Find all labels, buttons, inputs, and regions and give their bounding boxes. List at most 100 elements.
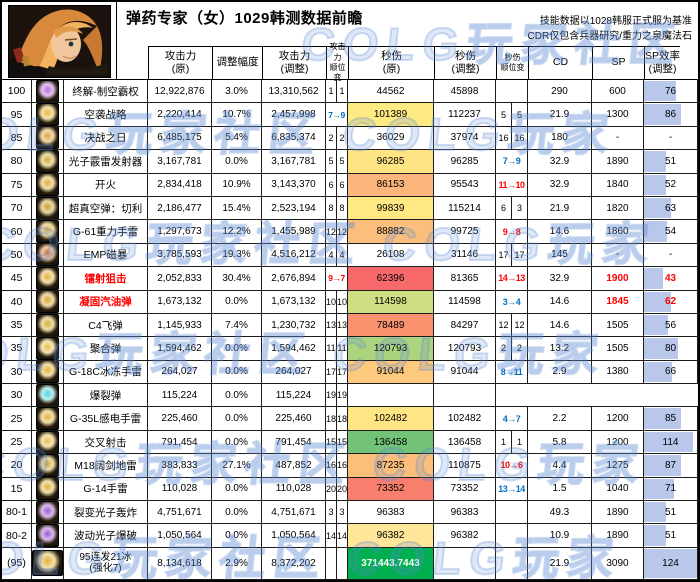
cell-cooldown: 49.3 (528, 501, 592, 525)
cell-rank-blank (496, 80, 528, 104)
cell-cooldown: 32.9 (528, 150, 592, 174)
cell-sp-efficiency: 85 (644, 407, 698, 431)
cell-dps-adjusted: 114598 (434, 290, 496, 314)
skill-icon (36, 126, 59, 150)
cell-rank-after: 16 (512, 126, 528, 151)
cell-cooldown: 21.9 (528, 103, 592, 127)
cell-rank-before: 11 (326, 337, 337, 361)
cell-sp-efficiency: 52 (644, 173, 698, 197)
cell-attack-original: 12,922,876 (148, 80, 212, 104)
skill-icon (36, 407, 59, 430)
cell-dps-original: 78489 (348, 313, 434, 338)
cell-skill-name: 聚合弹 (64, 337, 148, 361)
cell-skill-level: 60 (2, 220, 32, 244)
cell-cooldown: 2.2 (528, 407, 592, 431)
cell-attack-original: 3,785,593 (148, 243, 212, 268)
cell-rank-after: 19 (337, 384, 348, 408)
cell-skill-icon (32, 313, 64, 338)
sp-efficiency-databar (644, 151, 666, 172)
cell-dps-original: 88882 (348, 220, 434, 244)
table-row: 25 交叉射击 791,454 0.0% 791,454 15 15 136458 136458… (2, 430, 698, 455)
cell-dps-adjusted: 73352 (434, 477, 496, 502)
cell-dps-original: 371443.7443 (348, 547, 434, 580)
cell-sp-efficiency: 80 (644, 337, 698, 361)
cell-dps-original: 96285 (348, 150, 434, 174)
cell-sp-cost: 1890 (592, 150, 644, 174)
cell-rank-after: 12 (337, 220, 348, 244)
cell-skill-level: 80-1 (2, 501, 32, 525)
sp-efficiency-value: 114 (662, 436, 679, 448)
sp-efficiency-databar (644, 502, 666, 523)
cell-sp-efficiency: - (644, 243, 698, 268)
sp-efficiency-databar (644, 81, 677, 102)
cell-rank-after: 2 (512, 337, 528, 361)
cell-skill-name: EMP磁暴 (64, 243, 148, 268)
cell-rank-before: 4 (326, 243, 337, 268)
cell-skill-level: 30 (2, 384, 32, 408)
skill-icon (36, 103, 59, 126)
cell-rank-blank (496, 524, 528, 548)
cell-sp-cost: 1505 (592, 337, 644, 361)
cell-rank-after: 10 (337, 290, 348, 314)
cell-skill-name: M18阔剑地雷 (64, 454, 148, 478)
cell-skill-icon (32, 80, 64, 104)
cell-skill-icon (32, 150, 64, 174)
cell-rank-after: 3 (337, 501, 348, 525)
cell-skill-level: 50 (2, 243, 32, 268)
cell-skill-name: G-35L感电手雷 (64, 407, 148, 431)
cell-attack-adjusted: 791,454 (262, 430, 326, 455)
cell-attack-original: 2,186,477 (148, 196, 212, 221)
cell-attack-original: 2,052,833 (148, 267, 212, 291)
skill-icon (36, 196, 59, 220)
cell-attack-adjusted: 487,852 (262, 454, 326, 478)
cell-dps-adjusted: 37974 (434, 126, 496, 151)
cell-dps-adjusted: 96285 (434, 150, 496, 174)
cell-rank-change: 13→14 (496, 477, 528, 502)
cell-skill-icon (32, 524, 64, 548)
cell-skill-icon (32, 220, 64, 244)
cell-skill-name: 凝固汽油弹 (64, 290, 148, 314)
cell-dps-adjusted: 110875 (434, 454, 496, 478)
cell-sp-cost: 3090 (592, 547, 644, 580)
cell-dps-original: 99839 (348, 196, 434, 221)
cell-skill-name: 交叉射击 (64, 430, 148, 455)
table-row: 95 空袭战略 2,220,414 10.7% 2,457,998 7→9 101389 11… (2, 103, 698, 127)
cell-sp-efficiency: 51 (644, 501, 698, 525)
cell-skill-icon (32, 243, 64, 268)
cell-rank-after: 11 (337, 337, 348, 361)
cell-attack-original: 791,454 (148, 430, 212, 455)
cell-dps-adjusted: 112237 (434, 103, 496, 127)
cell-adjust-percent: 0.0% (212, 524, 262, 548)
cell-attack-adjusted: 3,143,370 (262, 173, 326, 197)
sp-efficiency-databar (644, 221, 668, 242)
cell-cooldown: 21.9 (528, 196, 592, 221)
cell-rank-before: 12 (326, 220, 337, 244)
column-header: CD (528, 46, 592, 79)
cell-rank-change: 9→8 (496, 220, 528, 244)
table-row: 25 G-35L感电手雷 225,460 0.0% 225,460 18 18 102482 1… (2, 407, 698, 431)
cell-skill-level: 95 (2, 103, 32, 127)
cell-skill-icon (32, 267, 64, 291)
cell-skill-level: 30 (2, 360, 32, 385)
cell-dps-adjusted (434, 547, 496, 580)
cell-attack-adjusted: 1,455,989 (262, 220, 326, 244)
cell-cooldown: 290 (528, 80, 592, 104)
cell-skill-name: 裂变光子轰炸 (64, 501, 148, 525)
cell-skill-icon (32, 501, 64, 525)
cell-rank-before: 13 (326, 313, 337, 338)
cell-attack-original: 1,297,673 (148, 220, 212, 244)
cell-rank-before: 20 (326, 477, 337, 502)
cell-sp-cost: - (592, 243, 644, 268)
cell-skill-icon (32, 290, 64, 314)
cell-cooldown: 145 (528, 243, 592, 268)
cell-sp-efficiency: 114 (644, 430, 698, 455)
cell-skill-name: 波动光子爆破 (64, 524, 148, 548)
cell-rank-change: 4→7 (496, 407, 528, 431)
sp-efficiency-value: 66 (664, 366, 677, 378)
cell-dps-adjusted (434, 384, 496, 408)
cell-sp-efficiency: 62 (644, 290, 698, 314)
cell-sp-cost: 1200 (592, 430, 644, 455)
cell-rank-change: 3→4 (496, 290, 528, 314)
cell-skill-name: 超真空弹：切利 (64, 196, 148, 221)
table-row: 50 EMP磁暴 3,785,593 19.3% 4,516,212 4 4 26108 311… (2, 243, 698, 268)
